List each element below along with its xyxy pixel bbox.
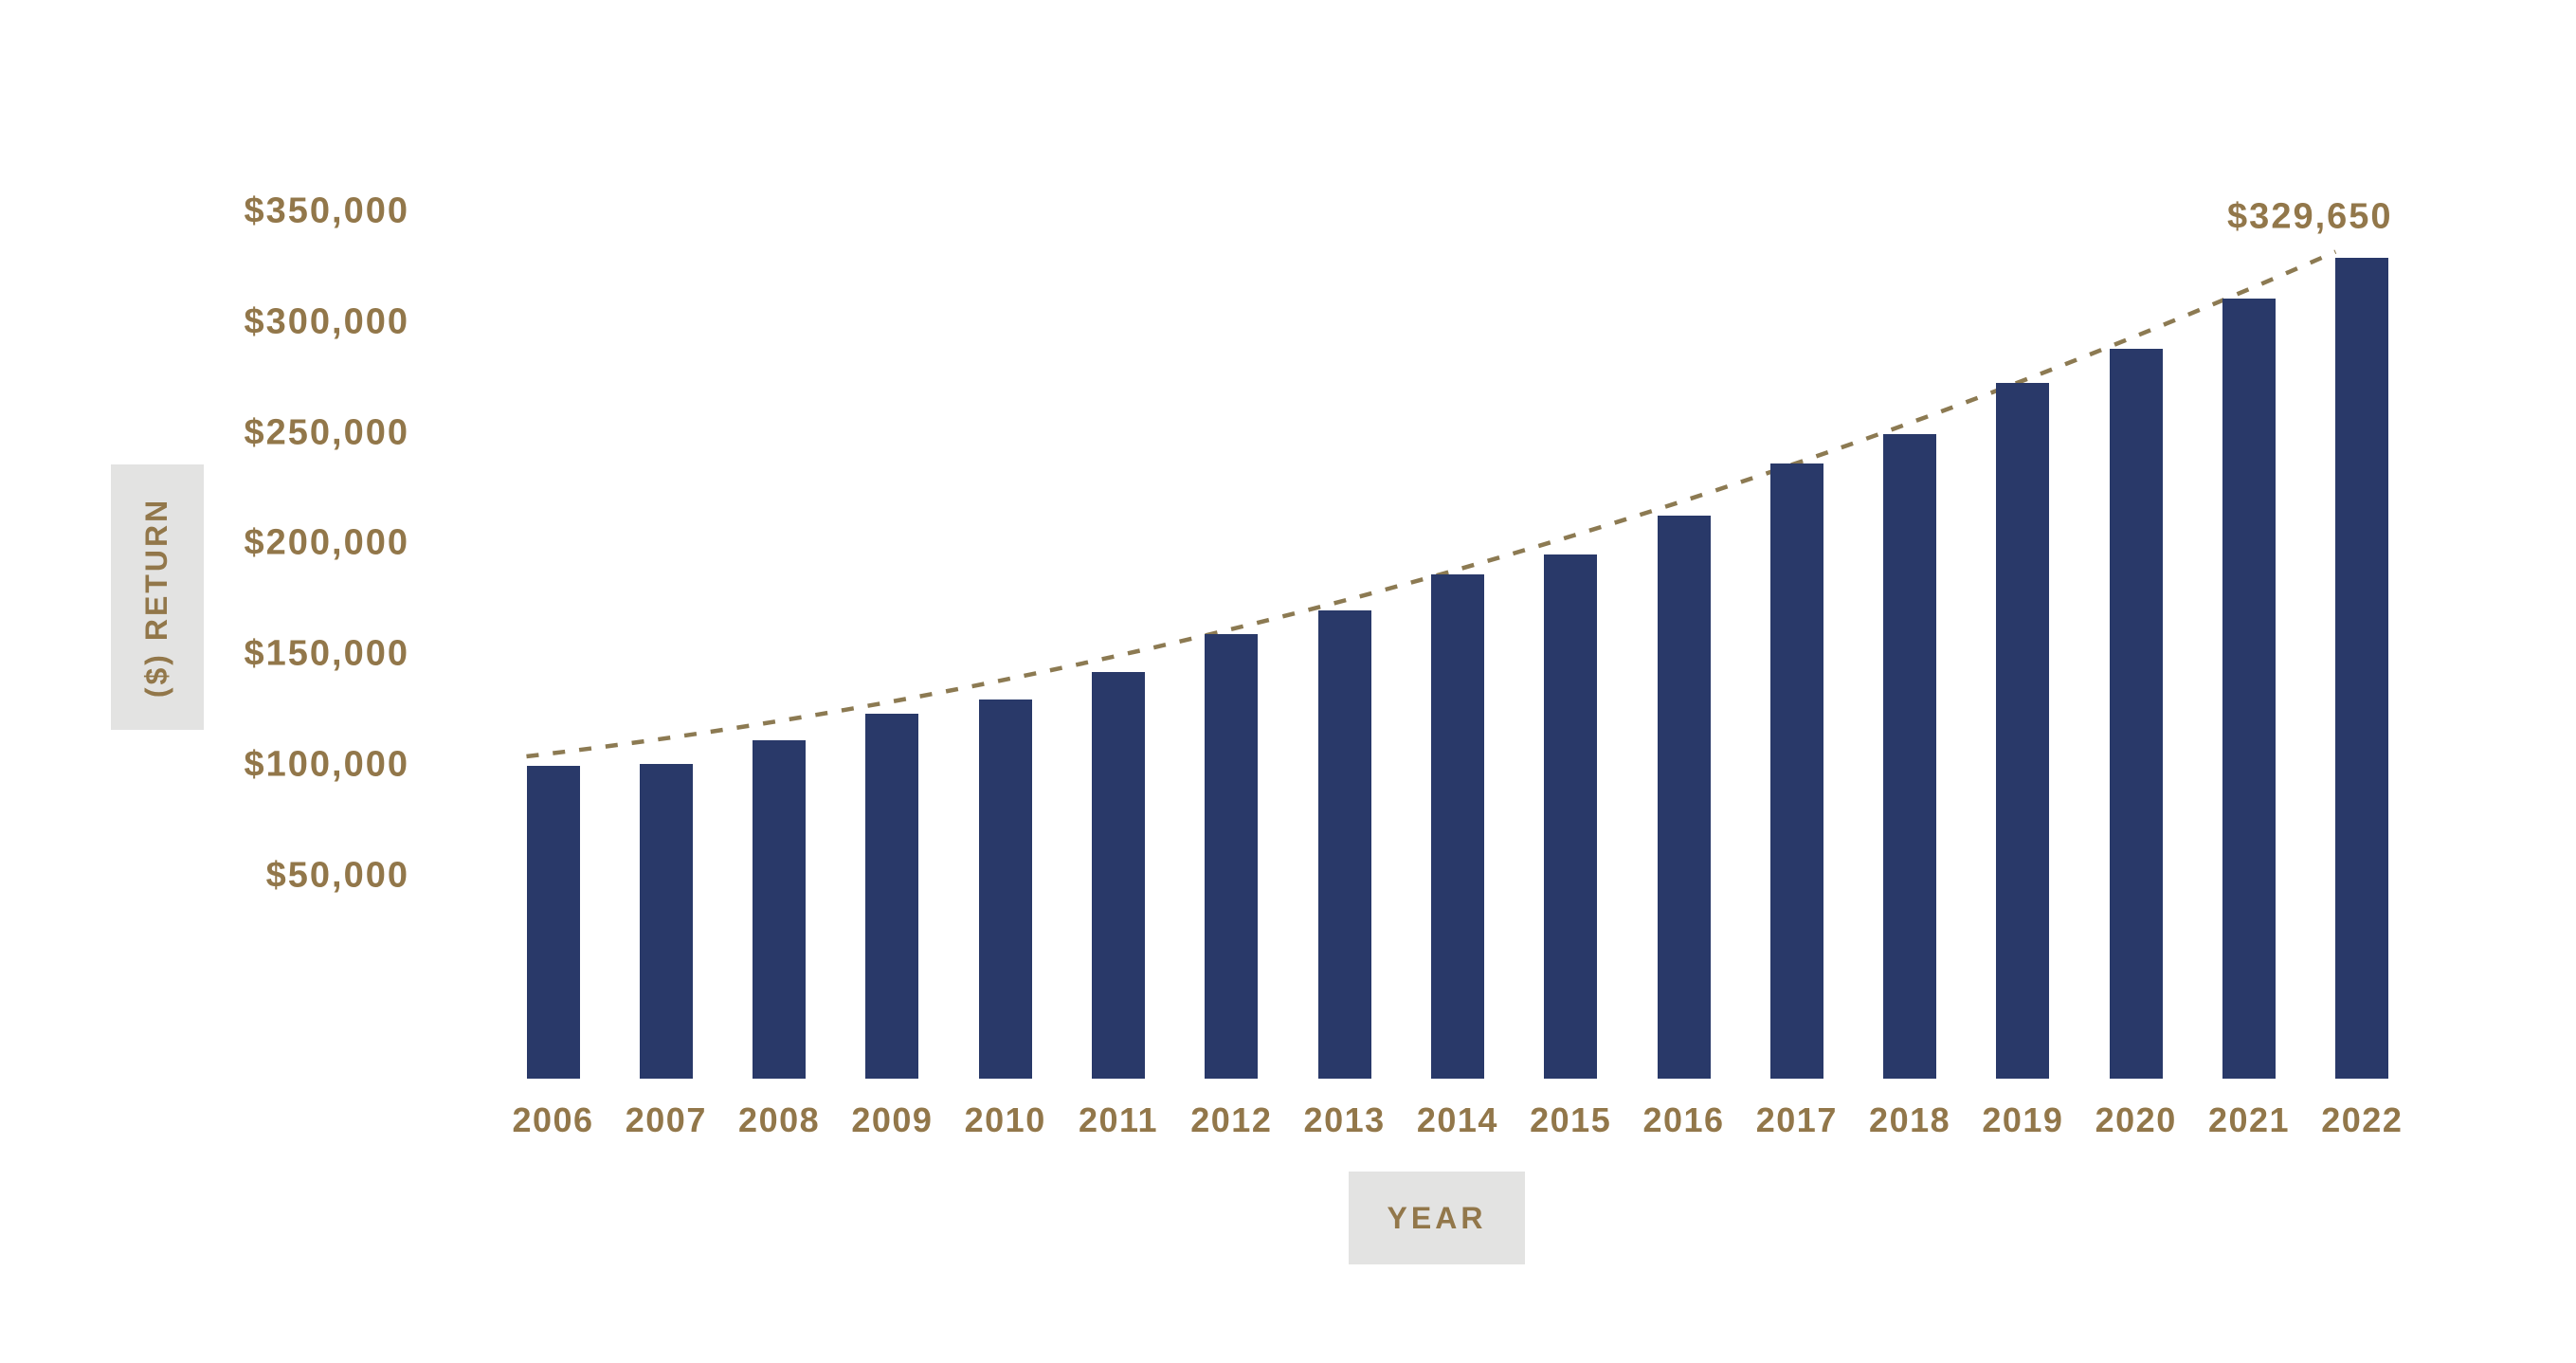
x-label-2011: 2011 xyxy=(1078,1100,1159,1139)
y-tick-100000: $100,000 xyxy=(244,744,409,785)
bar-2017 xyxy=(1769,463,1823,1079)
y-tick-300000: $300,000 xyxy=(244,301,409,342)
bar-2021 xyxy=(2222,299,2276,1079)
x-label-2018: 2018 xyxy=(1869,1100,1951,1139)
bar-2009 xyxy=(865,714,919,1079)
bar-2011 xyxy=(1092,671,1145,1079)
y-tick-150000: $150,000 xyxy=(244,633,409,674)
bar-2014 xyxy=(1430,573,1484,1079)
x-label-2013: 2013 xyxy=(1303,1100,1386,1139)
bar-2007 xyxy=(639,763,693,1079)
bar-2008 xyxy=(753,740,807,1079)
x-label-2020: 2020 xyxy=(2095,1100,2177,1139)
y-tick-350000: $350,000 xyxy=(244,191,409,231)
y-tick-200000: $200,000 xyxy=(244,523,409,564)
trendline-dashed xyxy=(526,249,2337,759)
x-label-2015: 2015 xyxy=(1530,1100,1612,1139)
y-axis-title-box: ($) RETURN xyxy=(111,464,204,730)
y-tick-50000: $50,000 xyxy=(265,855,409,896)
x-label-2016: 2016 xyxy=(1642,1100,1725,1139)
bar-2006 xyxy=(526,766,580,1079)
bar-2015 xyxy=(1544,554,1598,1079)
bar-2013 xyxy=(1317,610,1371,1079)
y-axis-title: ($) RETURN xyxy=(139,497,174,698)
y-tick-250000: $250,000 xyxy=(244,412,409,453)
bar-2016 xyxy=(1657,516,1711,1079)
bar-2019 xyxy=(1996,382,2050,1079)
x-label-2006: 2006 xyxy=(512,1100,594,1139)
bar-2010 xyxy=(978,699,1032,1079)
bar-2022 xyxy=(2335,257,2389,1079)
x-label-2012: 2012 xyxy=(1190,1100,1273,1139)
x-label-2022: 2022 xyxy=(2321,1100,2404,1139)
final-value-annotation: $329,650 xyxy=(2227,196,2393,237)
x-axis-title-box: YEAR xyxy=(1349,1172,1525,1264)
x-label-2007: 2007 xyxy=(625,1100,707,1139)
bar-2020 xyxy=(2109,348,2163,1079)
x-label-2008: 2008 xyxy=(738,1100,821,1139)
x-axis-title: YEAR xyxy=(1387,1200,1487,1235)
x-label-2021: 2021 xyxy=(2207,1100,2291,1139)
x-label-2019: 2019 xyxy=(1982,1100,2064,1139)
x-label-2010: 2010 xyxy=(964,1100,1046,1139)
bar-2012 xyxy=(1205,634,1259,1079)
x-label-2014: 2014 xyxy=(1416,1100,1498,1139)
bar-2018 xyxy=(1883,433,1937,1079)
x-label-2009: 2009 xyxy=(851,1100,934,1139)
x-label-2017: 2017 xyxy=(1755,1100,1838,1139)
